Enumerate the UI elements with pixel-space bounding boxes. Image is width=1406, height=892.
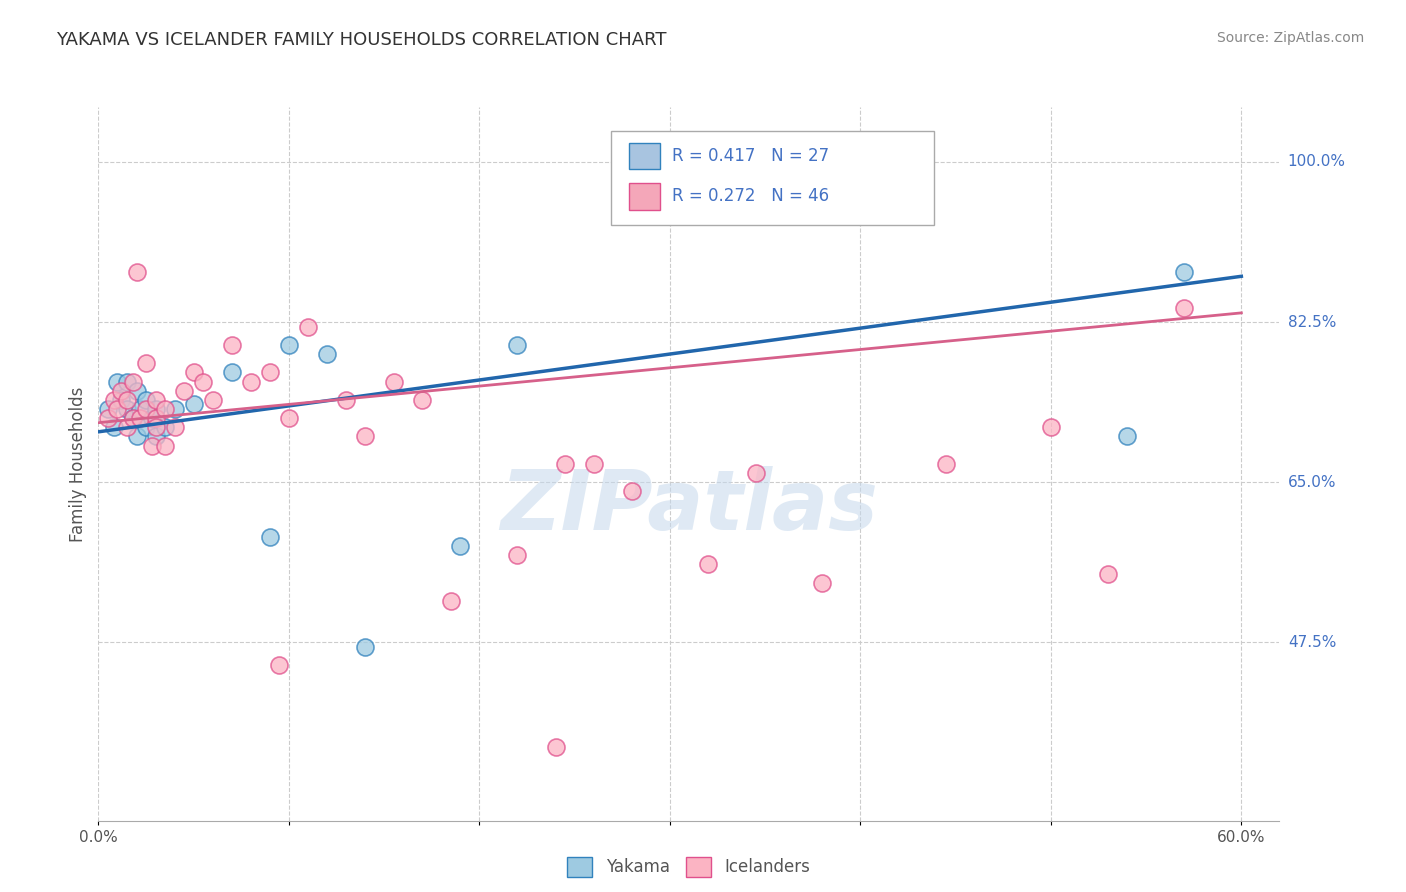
Point [1173,265,1195,279]
Point [173,384,195,398]
Point [97,401,120,416]
Point [145,429,167,443]
Point [135,392,157,407]
Point [121,375,143,389]
Point [125,429,148,443]
Point [103,392,125,407]
Point [163,401,186,416]
Point [506,338,529,352]
Point [744,466,766,480]
Point [145,392,167,407]
Point [382,375,405,389]
Point [115,401,138,416]
Point [1097,566,1119,581]
Point [354,429,377,443]
Point [125,265,148,279]
Point [811,575,834,590]
Point [269,658,291,673]
Point [153,420,176,434]
Point [259,365,281,379]
Text: 65.0%: 65.0% [1288,475,1336,490]
Point [135,420,157,434]
Point [316,347,339,361]
Point [141,411,163,425]
Point [697,558,720,572]
Point [121,411,143,425]
Point [506,549,529,563]
Text: ZIPatlas: ZIPatlas [501,467,877,547]
Point [335,392,357,407]
Point [221,365,243,379]
Y-axis label: Family Households: Family Households [69,386,87,541]
Point [115,392,138,407]
Point [277,411,299,425]
Text: 100.0%: 100.0% [1288,154,1346,169]
Text: Source: ZipAtlas.com: Source: ZipAtlas.com [1216,31,1364,45]
Text: YAKAMA VS ICELANDER FAMILY HOUSEHOLDS CORRELATION CHART: YAKAMA VS ICELANDER FAMILY HOUSEHOLDS CO… [56,31,666,49]
Point [193,375,215,389]
Point [107,401,129,416]
Point [259,530,281,544]
Point [183,397,205,411]
Text: R = 0.272   N = 46: R = 0.272 N = 46 [672,187,828,205]
Point [1039,420,1062,434]
Point [201,392,224,407]
Point [135,356,157,370]
Point [411,392,433,407]
Point [103,420,125,434]
Point [145,420,167,434]
Text: 82.5%: 82.5% [1288,315,1336,329]
Point [145,411,167,425]
Point [297,319,319,334]
Point [354,640,377,654]
Point [163,420,186,434]
Point [135,401,157,416]
Point [449,539,471,553]
Point [97,411,120,425]
Point [129,401,152,416]
Point [582,457,605,471]
Point [110,384,132,398]
Point [115,420,138,434]
Point [277,338,299,352]
Point [153,401,176,416]
Point [129,411,152,425]
Point [115,375,138,389]
Point [153,438,176,452]
Point [544,740,567,755]
Point [1116,429,1139,443]
Point [1173,301,1195,316]
Point [121,411,143,425]
Point [221,338,243,352]
Point [125,384,148,398]
Point [141,438,163,452]
Point [110,392,132,407]
Point [145,401,167,416]
Point [440,594,463,608]
Text: 47.5%: 47.5% [1288,635,1336,649]
Point [239,375,262,389]
Text: R = 0.417   N = 27: R = 0.417 N = 27 [672,147,828,165]
Point [935,457,957,471]
Point [107,375,129,389]
Point [554,457,576,471]
Point [183,365,205,379]
Point [620,484,643,499]
Legend: Yakama, Icelanders: Yakama, Icelanders [561,850,817,884]
